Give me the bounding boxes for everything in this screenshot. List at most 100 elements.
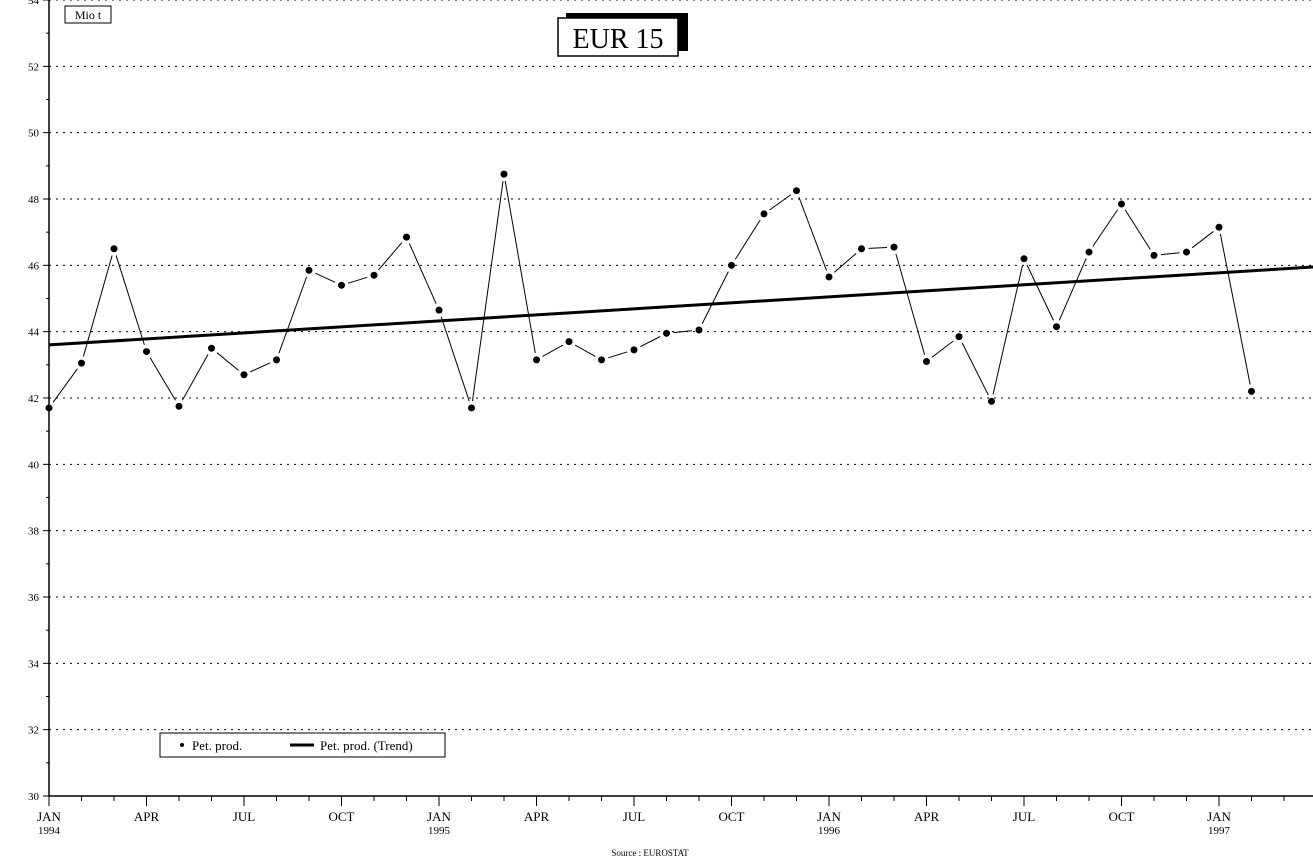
y-tick-label: 50 — [28, 128, 40, 140]
data-point — [695, 326, 703, 334]
series-layer — [45, 170, 1313, 412]
data-point — [890, 243, 898, 251]
x-tick-label: JUL — [233, 809, 255, 824]
x-tick-label: JAN — [37, 809, 61, 824]
series-segment — [82, 255, 113, 357]
x-tick-label: APR — [134, 809, 160, 824]
y-tick-label: 34 — [28, 658, 40, 670]
data-point — [175, 402, 183, 410]
data-point — [338, 281, 345, 289]
series-segment — [798, 197, 827, 271]
x-tick-label: JUL — [1013, 809, 1035, 824]
legend-label-series-1: Pet. prod. — [192, 738, 242, 753]
source-note: Source : EUROSTAT — [611, 848, 689, 858]
y-tick-label: 52 — [28, 61, 39, 73]
data-point — [403, 233, 410, 241]
data-point — [598, 356, 605, 364]
series-segment — [378, 242, 403, 271]
series-segment — [440, 316, 470, 402]
series-segment — [315, 272, 336, 283]
series-segment — [640, 336, 661, 348]
x-tick-year-label: 1994 — [38, 825, 61, 837]
series-segment — [542, 344, 564, 357]
data-point — [760, 210, 768, 218]
data-point — [273, 356, 280, 364]
series-segment — [1124, 209, 1151, 250]
data-point — [1215, 223, 1223, 231]
series-segment — [574, 344, 596, 357]
series-segment — [833, 252, 857, 273]
series-segment — [471, 180, 504, 402]
data-point — [1150, 251, 1158, 259]
data-point — [435, 306, 443, 314]
series-segment — [608, 351, 628, 359]
data-point — [955, 333, 963, 341]
title-box: EUR 15 — [557, 13, 688, 57]
data-point — [533, 356, 540, 364]
x-tick-year-label: 1995 — [428, 825, 451, 837]
series-segment — [769, 194, 792, 211]
data-point — [1020, 255, 1028, 263]
data-point — [370, 271, 378, 279]
x-tick-label: OCT — [329, 809, 355, 824]
series-segment — [673, 330, 693, 334]
chart-title: EUR 15 — [573, 24, 664, 55]
series-segment — [216, 352, 239, 371]
series-segment — [52, 368, 78, 403]
y-tick-label: 36 — [28, 592, 40, 604]
series-segment — [1026, 264, 1054, 321]
unit-label-box: Mio t — [64, 5, 112, 24]
data-point — [1085, 248, 1093, 256]
legend-marker-icon — [180, 743, 184, 747]
data-point — [923, 358, 930, 366]
data-point — [988, 397, 995, 405]
data-point — [858, 245, 865, 253]
title-frame — [557, 17, 679, 57]
data-point — [468, 404, 475, 412]
data-point — [728, 261, 735, 269]
y-tick-label: 46 — [28, 260, 40, 272]
series-segment — [1058, 258, 1087, 321]
series-segment — [1219, 233, 1251, 385]
data-point — [305, 266, 313, 274]
series-segment — [504, 180, 536, 354]
series-segment — [961, 342, 989, 396]
data-point — [825, 273, 833, 281]
data-point — [565, 338, 573, 346]
data-point — [1053, 323, 1060, 331]
y-tick-label: 54 — [28, 0, 40, 7]
unit-label: Mio t — [75, 8, 102, 22]
data-point — [78, 359, 85, 367]
series-segment — [1160, 252, 1180, 256]
data-point — [1248, 387, 1255, 395]
x-tick-label: APR — [524, 809, 550, 824]
data-point — [793, 187, 800, 195]
data-point — [663, 329, 670, 337]
series-segment — [734, 219, 761, 260]
data-point — [1118, 200, 1125, 208]
data-point — [630, 346, 638, 354]
series-segment — [250, 362, 271, 373]
y-tick-label: 38 — [28, 526, 40, 538]
legend: Pet. prod. Pet. prod. (Trend) — [159, 732, 446, 758]
legend-label-series-2: Pet. prod. (Trend) — [320, 738, 413, 753]
data-point — [143, 348, 150, 356]
x-tick-year-label: 1996 — [818, 825, 841, 837]
series-segment — [992, 265, 1023, 395]
series-segment — [895, 253, 926, 355]
y-tick-label: 42 — [28, 393, 39, 405]
x-tick-label: JAN — [1207, 809, 1231, 824]
data-point — [240, 371, 248, 379]
y-tick-label: 48 — [28, 194, 40, 206]
series-segment — [868, 246, 888, 249]
data-point — [1183, 248, 1190, 256]
x-tick-label: JUL — [623, 809, 645, 824]
series-segment — [278, 276, 308, 354]
series-segment — [1092, 209, 1118, 247]
series-segment — [408, 243, 437, 304]
series-segment — [931, 340, 954, 358]
unit-label-frame — [64, 5, 112, 24]
x-tick-label: JAN — [427, 809, 451, 824]
